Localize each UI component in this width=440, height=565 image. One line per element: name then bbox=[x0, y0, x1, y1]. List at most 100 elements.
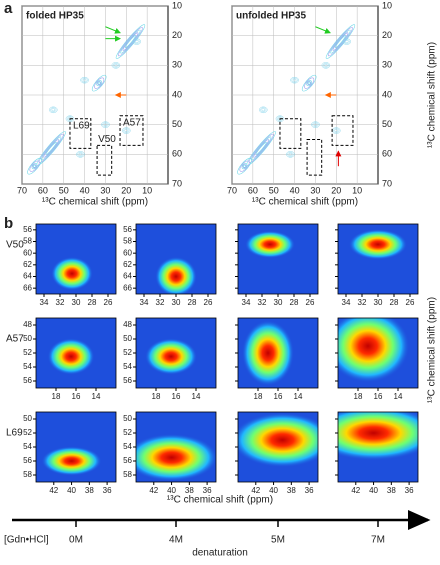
x-tick-label: 50 bbox=[269, 185, 279, 195]
peak bbox=[238, 412, 318, 468]
contour bbox=[32, 164, 37, 169]
contour bbox=[132, 38, 141, 45]
contours bbox=[27, 24, 146, 175]
y-tick-label: 56 bbox=[23, 225, 32, 234]
contour bbox=[253, 139, 270, 158]
contour bbox=[312, 122, 319, 128]
contour bbox=[286, 151, 295, 158]
x-tick-label: 42 bbox=[351, 486, 360, 495]
x-tick-label: 38 bbox=[287, 486, 296, 495]
contour bbox=[50, 107, 57, 113]
y-tick-label: 50 bbox=[123, 414, 132, 423]
x-tick-label: 26 bbox=[306, 298, 315, 307]
contour bbox=[311, 121, 320, 128]
contour bbox=[33, 164, 36, 168]
x-tick-label: 34 bbox=[40, 298, 49, 307]
y-tick-label: 58 bbox=[123, 237, 132, 246]
peak bbox=[338, 318, 410, 383]
x-tick-label: 40 bbox=[67, 486, 76, 495]
peak bbox=[348, 229, 408, 260]
x-tick-label: 34 bbox=[242, 298, 251, 307]
contour bbox=[321, 62, 331, 69]
y-tick-label: 56 bbox=[123, 376, 132, 385]
contour bbox=[133, 39, 140, 44]
row-label: V50 bbox=[6, 240, 24, 251]
arrow bbox=[315, 26, 331, 34]
contour bbox=[342, 38, 351, 45]
y-tick-label: 54 bbox=[123, 442, 132, 451]
contour bbox=[115, 24, 146, 59]
contour bbox=[65, 115, 75, 122]
y-tick-label: 54 bbox=[123, 362, 132, 371]
x-axis-label: ¹³C chemical shift (ppm) bbox=[42, 197, 148, 208]
x-tick-label: 60 bbox=[38, 185, 48, 195]
x-tick-label: 10 bbox=[142, 185, 152, 195]
contour bbox=[292, 78, 297, 82]
contour bbox=[122, 127, 131, 134]
contour bbox=[241, 163, 248, 170]
panel-label: b bbox=[4, 215, 13, 232]
contour bbox=[91, 74, 107, 92]
x-tick-label: 30 bbox=[172, 298, 181, 307]
x-tick-label: 42 bbox=[149, 486, 158, 495]
x-tick-label: 30 bbox=[72, 298, 81, 307]
y-tick-label: 10 bbox=[172, 0, 182, 10]
contour bbox=[237, 157, 252, 175]
x-tick-label: 60 bbox=[248, 185, 258, 195]
peak bbox=[242, 320, 294, 386]
peak-group bbox=[245, 230, 295, 259]
y-tick-label: 48 bbox=[123, 320, 132, 329]
contour bbox=[255, 141, 267, 155]
x-axis-label: ¹³C chemical shift (ppm) bbox=[167, 495, 273, 506]
x-tick-label: 28 bbox=[88, 298, 97, 307]
contour bbox=[43, 139, 60, 158]
spectrum-title: unfolded HP35 bbox=[236, 11, 306, 22]
contour bbox=[80, 76, 89, 84]
contour bbox=[76, 151, 85, 158]
x-tick-label: 30 bbox=[374, 298, 383, 307]
y-tick-label: 60 bbox=[23, 248, 32, 257]
peak-group bbox=[155, 256, 197, 294]
condition-label: 7M bbox=[371, 535, 385, 546]
contour bbox=[287, 151, 294, 157]
x-tick-label: 28 bbox=[390, 298, 399, 307]
condition-label: 5M bbox=[271, 535, 285, 546]
y-tick-label: 66 bbox=[23, 283, 32, 292]
y-tick-label: 30 bbox=[382, 60, 392, 70]
y-tick-label: 20 bbox=[172, 30, 182, 40]
region-box bbox=[279, 118, 302, 149]
peak bbox=[145, 338, 197, 375]
peak-group bbox=[51, 256, 93, 291]
x-tick-label: 38 bbox=[85, 486, 94, 495]
peak bbox=[136, 433, 216, 482]
y-tick-label: 50 bbox=[23, 334, 32, 343]
contour bbox=[325, 24, 356, 59]
x-tick-label: 30 bbox=[274, 298, 283, 307]
region-label: V50 bbox=[98, 134, 116, 145]
y-tick-label: 40 bbox=[382, 89, 392, 99]
y-tick-label: 50 bbox=[23, 414, 32, 423]
x-tick-label: 36 bbox=[203, 486, 212, 495]
x-tick-label: 18 bbox=[354, 392, 363, 401]
x-axis-label: ¹³C chemical shift (ppm) bbox=[252, 197, 358, 208]
y-axis-label: ¹³C chemical shift (ppm) bbox=[427, 297, 438, 403]
contour bbox=[333, 128, 340, 133]
x-tick-label: 32 bbox=[358, 298, 367, 307]
condition-label: 0M bbox=[69, 535, 83, 546]
contour bbox=[81, 77, 88, 83]
region-box bbox=[96, 144, 113, 176]
peak-group bbox=[338, 412, 418, 461]
spectrum-title: folded HP35 bbox=[26, 11, 84, 22]
contour bbox=[120, 29, 141, 54]
y-tick-label: 62 bbox=[23, 260, 32, 269]
arrow bbox=[105, 26, 121, 34]
x-tick-label: 28 bbox=[290, 298, 299, 307]
y-tick-label: 56 bbox=[123, 456, 132, 465]
peak-group bbox=[145, 338, 197, 375]
x-tick-label: 16 bbox=[172, 392, 181, 401]
x-tick-label: 38 bbox=[387, 486, 396, 495]
x-tick-label: 50 bbox=[59, 185, 69, 195]
contour bbox=[307, 81, 312, 86]
contour bbox=[94, 77, 105, 89]
contour bbox=[112, 62, 119, 68]
